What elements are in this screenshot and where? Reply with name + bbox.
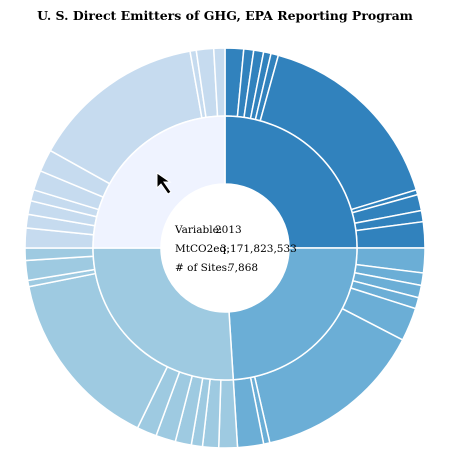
sites-label: # of Sites:: [175, 262, 231, 274]
center-hole: [161, 184, 289, 312]
emissions-value: 3,171,823,533: [220, 243, 297, 255]
mouse-cursor-icon: [156, 172, 172, 195]
variable-value: 2013: [215, 224, 242, 236]
chart-title: U. S. Direct Emitters of GHG, EPA Report…: [37, 8, 413, 23]
inner-segment-2[interactable]: [228, 247, 358, 381]
center-info: Variable: 2013 MtCO2eq: 3,171,823,533 # …: [174, 224, 297, 274]
outer-ring: [24, 47, 426, 449]
emissions-label: MtCO2eq:: [175, 243, 230, 255]
sites-value: 7,868: [228, 262, 258, 274]
variable-label: Variable:: [174, 224, 222, 236]
